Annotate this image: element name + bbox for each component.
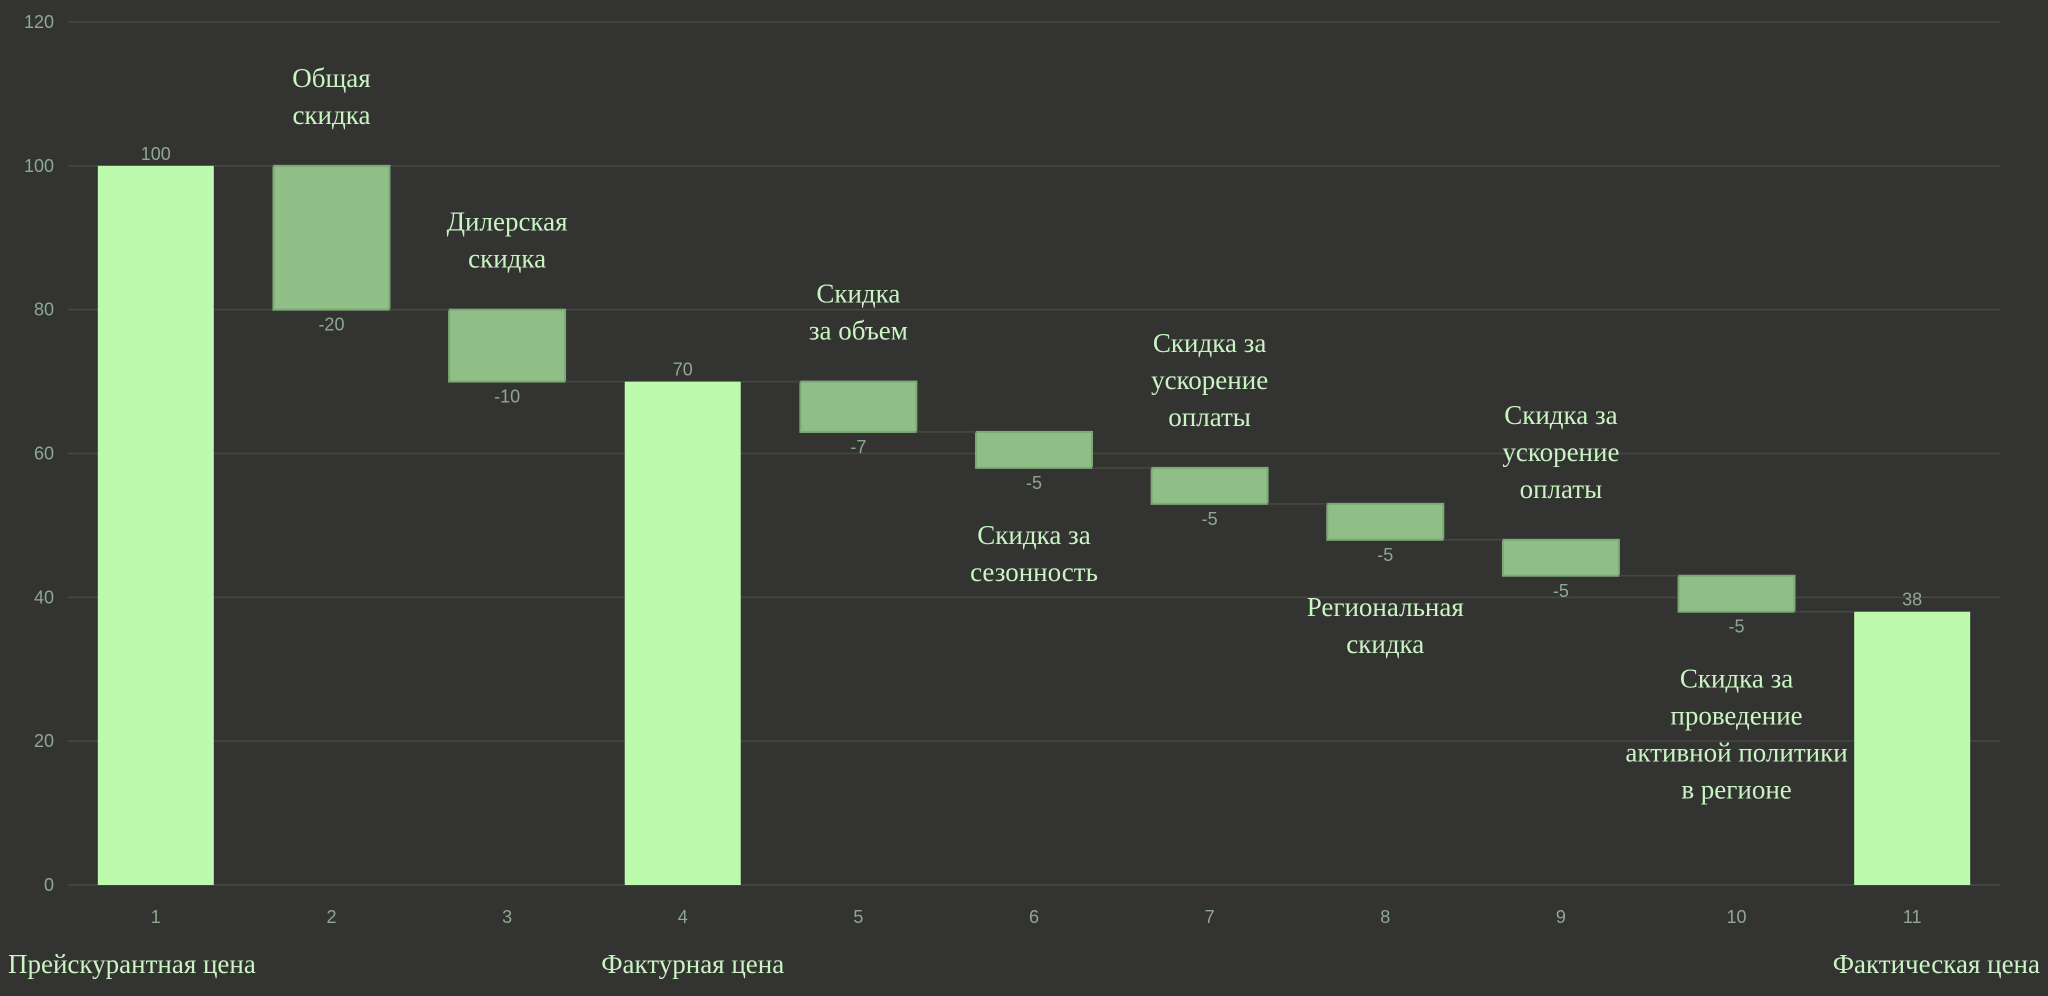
data-label: -20	[318, 315, 344, 335]
annotation-label: Скидка за объем	[809, 279, 908, 346]
delta-bar	[975, 430, 1093, 469]
delta-bar	[1501, 538, 1620, 577]
annotations: Общая скидка Дилерская скидка Скидка за объем…	[292, 63, 1847, 805]
annotation-label: Скидка за проведение активной политики в ре…	[1625, 664, 1847, 805]
y-tick-label: 60	[34, 444, 54, 464]
x-tick-label: 11	[1903, 907, 1922, 927]
data-label: -5	[1553, 581, 1569, 601]
x-tick-label: 3	[502, 907, 512, 927]
data-label: -5	[1729, 617, 1745, 637]
x-tick-label: 9	[1556, 907, 1566, 927]
annotation-label: Дилерская скидка	[447, 207, 568, 274]
bottom-category-label: Фактическая цена	[1833, 949, 2040, 979]
data-label: 100	[141, 144, 171, 164]
x-axis-ticks: 1 2 3 4 5 6 7 8 9 10 11	[151, 907, 1922, 927]
x-tick-label: 4	[678, 907, 688, 927]
value-labels: 100 -20 -10 70 -7 -5 -5 -5 -5 -5 38	[141, 144, 1922, 637]
y-tick-label: 120	[24, 12, 54, 32]
annotation-label: Региональная скидка	[1307, 592, 1464, 659]
total-bar	[97, 165, 214, 886]
bars	[97, 164, 1971, 886]
y-tick-label: 20	[34, 731, 54, 751]
delta-bar	[799, 380, 918, 433]
x-tick-label: 1	[151, 907, 161, 927]
x-tick-label: 5	[853, 907, 863, 927]
data-label: -5	[1026, 473, 1042, 493]
annotation-label: Скидка за ускорение оплаты	[1151, 328, 1268, 432]
y-tick-label: 100	[24, 156, 54, 176]
delta-bar	[1326, 502, 1445, 541]
y-axis-ticks: 0 20 40 60 80 100 120	[24, 12, 54, 895]
bottom-category-label: Прейскурантная цена	[8, 949, 256, 979]
delta-bar	[1150, 466, 1269, 505]
delta-bar	[448, 308, 567, 383]
data-label: 70	[673, 360, 693, 380]
x-tick-label: 7	[1205, 907, 1215, 927]
bottom-labels: Прейскурантная цена Фактурная цена Фактиче…	[8, 949, 2040, 979]
x-tick-label: 10	[1727, 907, 1747, 927]
data-label: -5	[1377, 545, 1393, 565]
y-tick-label: 40	[34, 587, 54, 607]
data-label: -10	[494, 387, 520, 407]
bottom-category-label: Фактурная цена	[601, 949, 784, 979]
data-label: -5	[1202, 509, 1218, 529]
data-label: -7	[850, 437, 866, 457]
delta-bar	[272, 164, 391, 311]
connectors	[213, 165, 1855, 613]
delta-bar	[1677, 574, 1796, 613]
total-bar	[624, 381, 741, 885]
x-tick-label: 2	[326, 907, 336, 927]
x-tick-label: 6	[1029, 907, 1039, 927]
annotation-label: Скидка за сезонность	[970, 520, 1098, 587]
x-tick-label: 8	[1380, 907, 1390, 927]
annotation-label: Общая скидка	[292, 63, 370, 130]
y-tick-label: 0	[44, 875, 54, 895]
data-label: 38	[1902, 590, 1922, 610]
total-bar	[1854, 611, 1971, 885]
annotation-label: Скидка за ускорение оплаты	[1502, 400, 1619, 504]
y-tick-label: 80	[34, 300, 54, 320]
